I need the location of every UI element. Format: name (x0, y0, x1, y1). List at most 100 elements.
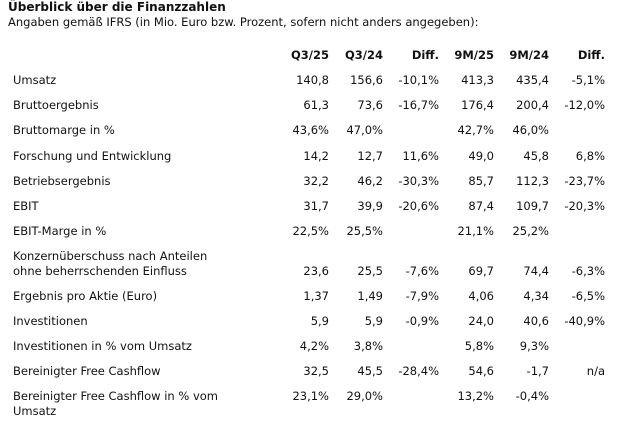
row-label: Forschung und Entwicklung (13, 149, 172, 163)
table-cell: 9,3% (519, 339, 549, 353)
table-cell: 23,1% (292, 389, 329, 403)
table-cell: 49,0 (468, 149, 494, 163)
table-cell: 6,8% (575, 149, 605, 163)
row-label: Konzernüberschuss nach Anteilen (13, 249, 208, 263)
table-cell: 25,2% (512, 224, 549, 238)
table-cell: 21,1% (457, 224, 494, 238)
row-label: Bruttoergebnis (13, 98, 99, 112)
table-cell: 24,0 (468, 314, 494, 328)
table-cell: 45,8 (523, 149, 549, 163)
table-cell: 31,7 (303, 199, 329, 213)
table-cell: 5,9 (364, 314, 383, 328)
table-row: Forschung und Entwicklung 14,2 12,7 11,6% 49… (0, 149, 625, 164)
table-cell: 39,9 (357, 199, 383, 213)
table-cell: 23,6 (303, 264, 329, 278)
table-cell: 73,6 (357, 98, 383, 112)
table-cell: 85,7 (468, 174, 494, 188)
table-row: Investitionen in % vom Umsatz 4,2% 3,8% 5,8… (0, 339, 625, 354)
table-header: Q3/25 Q3/24 Diff. 9M/25 9M/24 Diff. (0, 48, 625, 63)
table-cell: 1,49 (357, 289, 383, 303)
row-label: Ergebnis pro Aktie (Euro) (13, 289, 158, 303)
column-header: 9M/24 (509, 48, 549, 62)
row-label: Investitionen (13, 314, 88, 328)
column-header: Diff. (411, 48, 439, 62)
table-row: Betriebsergebnis 32,2 46,2 -30,3% 85,7 112,3 -… (0, 174, 625, 189)
row-label: EBIT (13, 199, 39, 213)
table-row: Bereinigter Free Cashflow in % vom Umsatz… (0, 389, 625, 418)
table-cell: 13,2% (457, 389, 494, 403)
table-cell: -7,9% (405, 289, 439, 303)
table-cell: -7,6% (405, 264, 439, 278)
table-row: Bruttoergebnis 61,3 73,6 -16,7% 176,4 200,4 -1… (0, 98, 625, 113)
table-cell: 74,4 (523, 264, 549, 278)
table-cell: 112,3 (516, 174, 549, 188)
table-cell: 47,0% (346, 123, 383, 137)
table-cell: 32,5 (303, 364, 329, 378)
page-subtitle: Angaben gemäß IFRS (in Mio. Euro bzw. Pr… (8, 15, 479, 29)
table-cell: 12,7 (357, 149, 383, 163)
table-cell: 22,5% (292, 224, 329, 238)
table-cell: 40,6 (523, 314, 549, 328)
table-cell: 29,0% (346, 389, 383, 403)
column-header: 9M/25 (454, 48, 494, 62)
table-cell: n/a (586, 364, 605, 378)
table-cell: 87,4 (468, 199, 494, 213)
table-cell: -10,1% (398, 73, 439, 87)
column-header: Q3/25 (291, 48, 329, 62)
row-label: Betriebsergebnis (13, 174, 111, 188)
table-cell: -28,4% (398, 364, 439, 378)
table-cell: 140,8 (296, 73, 329, 87)
table-row: Ergebnis pro Aktie (Euro) 1,37 1,49 -7,9% 4,… (0, 289, 625, 304)
table-cell: -20,3% (564, 199, 605, 213)
table-row: Investitionen 5,9 5,9 -0,9% 24,0 40,6 -40,9% (0, 314, 625, 329)
table-cell: 46,0% (512, 123, 549, 137)
table-row: Umsatz 140,8 156,6 -10,1% 413,3 435,4 -5,1% (0, 73, 625, 88)
table-cell: 1,37 (303, 289, 329, 303)
table-cell: 42,7% (457, 123, 494, 137)
table-cell: -6,5% (571, 289, 605, 303)
table-row: EBIT-Marge in % 22,5% 25,5% 21,1% 25,2% (0, 224, 625, 239)
table-cell: -6,3% (571, 264, 605, 278)
row-label: Umsatz (13, 73, 57, 87)
table-cell: 45,5 (357, 364, 383, 378)
table-cell: 32,2 (303, 174, 329, 188)
row-label: Investitionen in % vom Umsatz (13, 339, 192, 353)
table-cell: 200,4 (516, 98, 549, 112)
table-cell: -30,3% (398, 174, 439, 188)
table-cell: 4,06 (468, 289, 494, 303)
table-cell: 46,2 (357, 174, 383, 188)
table-cell: 4,34 (523, 289, 549, 303)
table-cell: 435,4 (516, 73, 549, 87)
row-label: EBIT-Marge in % (13, 224, 107, 238)
table-cell: 69,7 (468, 264, 494, 278)
table-row: Bruttomarge in % 43,6% 47,0% 42,7% 46,0% (0, 123, 625, 138)
row-label-continued: Umsatz (13, 404, 57, 418)
page-title: Überblick über die Finanzzahlen (8, 0, 226, 14)
table-cell: -40,9% (564, 314, 605, 328)
table-row: Konzernüberschuss nach Anteilen ohne behe… (0, 249, 625, 278)
row-label: Bruttomarge in % (13, 123, 115, 137)
column-header: Q3/24 (345, 48, 383, 62)
table-cell: -5,1% (571, 73, 605, 87)
table-row: Bereinigter Free Cashflow 32,5 45,5 -28,4% 5… (0, 364, 625, 379)
table-cell: 413,3 (461, 73, 494, 87)
table-cell: 61,3 (303, 98, 329, 112)
table-cell: 25,5 (357, 264, 383, 278)
table-cell: 11,6% (402, 149, 439, 163)
table-cell: 3,8% (353, 339, 383, 353)
table-cell: 54,6 (468, 364, 494, 378)
table-cell: -0,9% (405, 314, 439, 328)
table-cell: 43,6% (292, 123, 329, 137)
column-header: Diff. (577, 48, 605, 62)
table-cell: 25,5% (346, 224, 383, 238)
table-cell: -12,0% (564, 98, 605, 112)
table-cell: 5,8% (464, 339, 494, 353)
row-label: Bereinigter Free Cashflow (13, 364, 161, 378)
table-cell: 14,2 (303, 149, 329, 163)
table-row: EBIT 31,7 39,9 -20,6% 87,4 109,7 -20,3% (0, 199, 625, 214)
table-cell: -0,4% (515, 389, 549, 403)
table-cell: 156,6 (350, 73, 383, 87)
table-cell: 4,2% (299, 339, 329, 353)
row-label: Bereinigter Free Cashflow in % vom (13, 389, 218, 403)
table-cell: -16,7% (398, 98, 439, 112)
